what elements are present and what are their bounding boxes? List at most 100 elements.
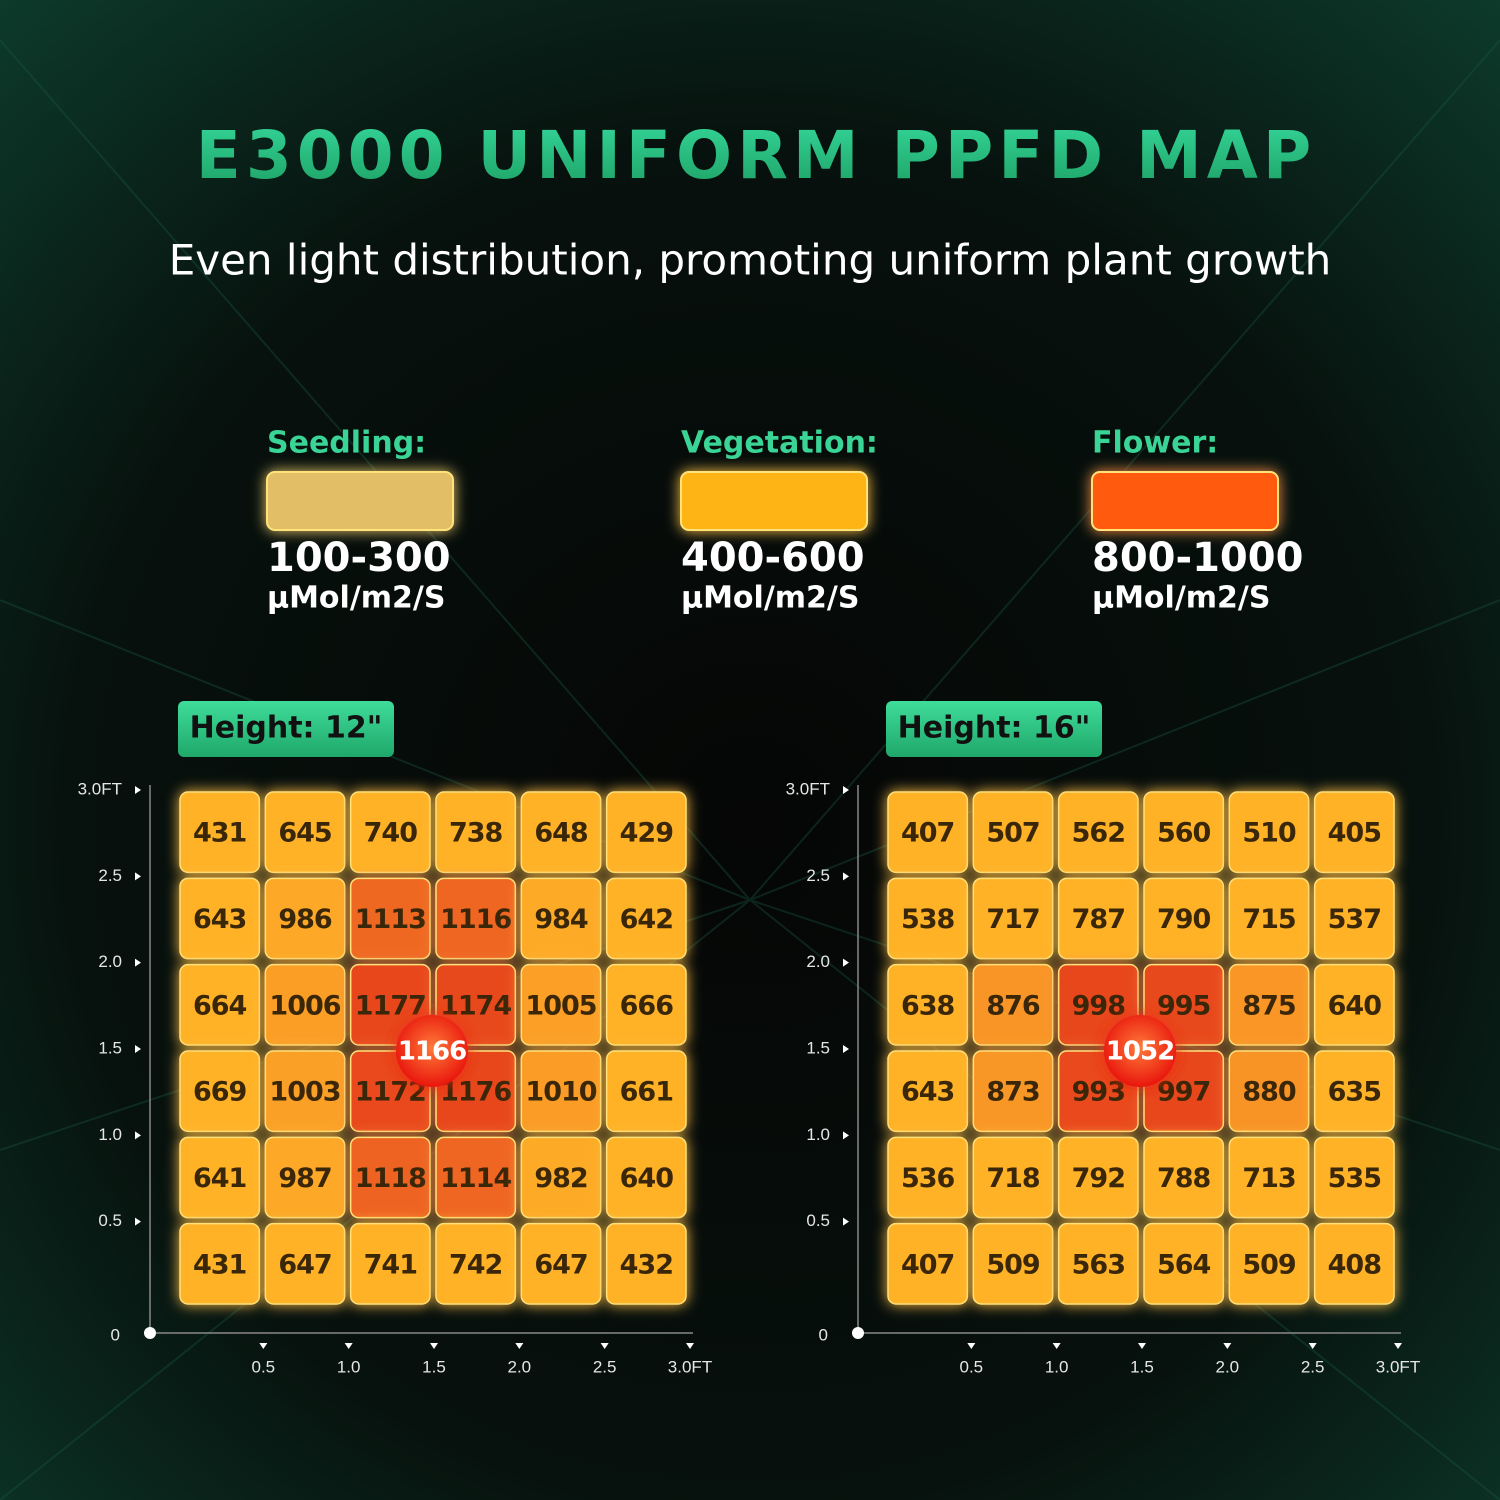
cell [972, 963, 1054, 1046]
cell [972, 791, 1054, 874]
cell [1143, 1136, 1225, 1219]
y-tick-label: 3.0FT [78, 779, 122, 798]
cell-value: 718 [986, 1163, 1040, 1194]
cell [435, 791, 517, 874]
cell-value: 995 [1157, 990, 1210, 1021]
cell-value: 510 [1242, 818, 1296, 849]
cell [520, 877, 602, 960]
cell-value: 1177 [355, 990, 426, 1021]
y-tick-mark [843, 1045, 849, 1053]
center-value: 1052 [1106, 1037, 1174, 1067]
cell [349, 877, 431, 960]
cell [1313, 1222, 1395, 1305]
cell [264, 877, 346, 960]
y-tick-label: 2.0 [98, 952, 122, 971]
x-tick-label: 3.0FT [1376, 1357, 1420, 1376]
cell [264, 1050, 346, 1133]
cell [605, 1222, 687, 1305]
cell-value: 984 [534, 904, 588, 935]
x-tick-mark [1394, 1343, 1402, 1349]
height-badge [886, 701, 1102, 757]
cell-value: 1118 [355, 1163, 426, 1194]
cell [887, 791, 969, 874]
cell-value: 1003 [269, 1077, 340, 1108]
cell-value: 642 [620, 904, 673, 935]
cell-value: 986 [278, 904, 332, 935]
y-tick-label: 0 [819, 1325, 828, 1344]
cell-value: 787 [1072, 904, 1125, 935]
y-tick-mark [857, 1332, 859, 1334]
y-tick-mark [149, 1332, 151, 1334]
legend-swatch [266, 471, 454, 531]
cell [264, 1136, 346, 1219]
cell [1313, 1050, 1395, 1133]
cell-value: 647 [278, 1249, 331, 1280]
cell-value: 564 [1157, 1249, 1211, 1280]
cell [1143, 1222, 1225, 1305]
cell [264, 1222, 346, 1305]
cell [605, 791, 687, 874]
cell [1057, 1222, 1139, 1305]
cell-value: 509 [986, 1249, 1040, 1280]
y-tick-label: 2.5 [806, 866, 830, 885]
cell [1057, 1136, 1139, 1219]
cell [887, 1050, 969, 1133]
x-tick-label: 1.0 [1045, 1357, 1069, 1376]
cell [1228, 1222, 1310, 1305]
cell-value: 407 [901, 818, 954, 849]
cell [520, 1222, 602, 1305]
cell [1228, 791, 1310, 874]
x-tick-label: 2.0 [1216, 1357, 1240, 1376]
x-tick-label: 1.5 [422, 1357, 446, 1376]
cell [1057, 877, 1139, 960]
heatmap: Height: 16" 0 0.5 1.0 1.5 2.0 2.5 3.0FT 0.5 1.0 1.… [786, 701, 1420, 1376]
cell-value: 987 [278, 1163, 331, 1194]
cell [1228, 1136, 1310, 1219]
cell-value: 405 [1328, 818, 1381, 849]
cell [520, 1136, 602, 1219]
x-tick-mark [344, 1343, 353, 1349]
cell [435, 1136, 517, 1219]
cell [887, 1136, 969, 1219]
x-tick-mark [515, 1343, 524, 1349]
cell-value: 509 [1242, 1249, 1296, 1280]
cell-value: 536 [901, 1163, 955, 1194]
cell-value: 997 [1157, 1077, 1210, 1108]
y-tick-mark [135, 1131, 141, 1140]
cell-value: 507 [986, 818, 1039, 849]
cell-value: 717 [986, 904, 1039, 935]
legend-name: Flower: [1092, 426, 1218, 461]
cell [179, 1222, 261, 1305]
cell-value: 648 [534, 818, 588, 849]
cell-value: 666 [620, 990, 674, 1021]
cell-value: 640 [620, 1163, 674, 1194]
subtitle: Even light distribution, promoting unifo… [169, 236, 1332, 285]
center-point [396, 1015, 468, 1087]
cell [520, 963, 602, 1046]
cell-value: 537 [1328, 904, 1381, 935]
title: E3000 UNIFORM PPFD MAP [196, 117, 1317, 194]
x-tick-label: 2.5 [593, 1357, 617, 1376]
cell-value: 1113 [355, 904, 426, 935]
x-tick-mark [1052, 1343, 1061, 1349]
cell-value: 790 [1157, 904, 1211, 935]
cell [264, 791, 346, 874]
x-tick-label: 1.0 [337, 1357, 361, 1376]
cell-value: 638 [901, 990, 955, 1021]
cell-value: 562 [1072, 818, 1125, 849]
legend-range: 100-300 [267, 535, 451, 581]
cell-value: 1116 [440, 904, 511, 935]
cell-value: 982 [534, 1163, 587, 1194]
cell [605, 1136, 687, 1219]
cell-value: 669 [193, 1077, 247, 1108]
center-value: 1166 [398, 1037, 466, 1067]
cell [972, 1136, 1054, 1219]
y-tick-mark [843, 958, 849, 967]
x-tick-mark [1138, 1343, 1146, 1349]
cell [520, 1050, 602, 1133]
legend-range: 400-600 [681, 535, 865, 581]
cell-value: 873 [986, 1077, 1039, 1108]
y-tick-label: 2.5 [98, 866, 122, 885]
cell [887, 877, 969, 960]
